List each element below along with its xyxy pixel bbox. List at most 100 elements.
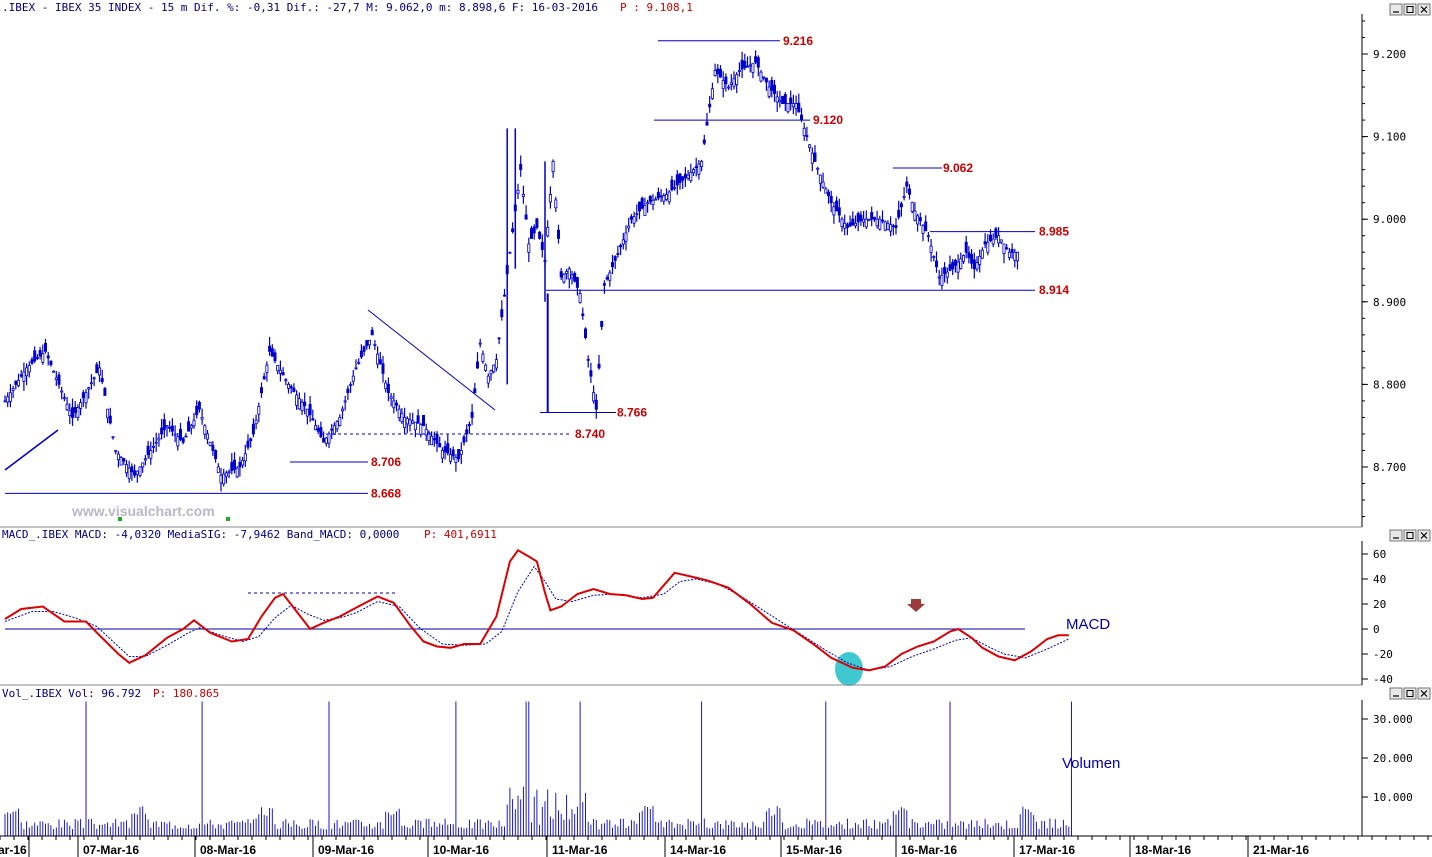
- price-candle: [122, 458, 126, 462]
- x-tick-label: 11-Mar-16: [552, 843, 608, 857]
- price-candle: [473, 388, 477, 394]
- price-candle: [44, 343, 48, 352]
- price-candle: [737, 70, 741, 72]
- price-candle: [338, 417, 342, 426]
- restore-button[interactable]: [1403, 687, 1417, 700]
- price-candle: [791, 103, 795, 108]
- restore-button[interactable]: [1403, 3, 1417, 16]
- price-candle: [559, 271, 563, 278]
- restore-icon: [1406, 6, 1414, 13]
- price-candle: [605, 277, 609, 280]
- price-candle: [370, 329, 374, 336]
- y-tick-label: 20.000: [1373, 752, 1413, 765]
- price-candle: [494, 359, 498, 369]
- price-candle: [551, 160, 555, 173]
- price-candle: [292, 387, 296, 392]
- price-candle: [89, 382, 93, 385]
- price-candle: [106, 408, 110, 419]
- price-candle: [567, 268, 571, 280]
- price-candle: [268, 345, 272, 352]
- price-candle: [316, 428, 320, 432]
- price-candle: [902, 196, 906, 198]
- price-candle: [411, 420, 415, 424]
- minimize-button[interactable]: [1389, 529, 1403, 542]
- price-candle: [713, 70, 717, 76]
- price-candle: [211, 445, 215, 451]
- x-tick-label: 08-Mar-16: [200, 843, 256, 857]
- y-tick-label: 60: [1373, 548, 1386, 561]
- price-candle: [638, 201, 642, 212]
- price-candle: [762, 76, 766, 79]
- price-candle: [735, 74, 739, 85]
- price-candle: [22, 371, 26, 382]
- price-candle: [978, 255, 982, 265]
- price-candle: [616, 253, 620, 255]
- price-candle: [692, 169, 696, 174]
- price-candle: [629, 216, 633, 220]
- price-candle: [324, 437, 328, 444]
- price-candle: [98, 367, 102, 376]
- price-candle: [611, 261, 615, 268]
- price-candle: [92, 377, 96, 380]
- price-candle: [265, 364, 269, 373]
- price-candle: [394, 402, 398, 406]
- price-candle: [983, 241, 987, 245]
- price-candle: [635, 213, 639, 216]
- panel-buttons[interactable]: [1389, 3, 1431, 700]
- price-candle: [311, 418, 315, 421]
- y-tick-label: 8.700: [1373, 461, 1406, 474]
- y-tick-label: 9.100: [1373, 131, 1406, 144]
- price-candle: [438, 443, 442, 448]
- restore-button[interactable]: [1403, 529, 1417, 542]
- price-candle: [845, 224, 849, 228]
- price-candle: [286, 383, 290, 389]
- price-candle: [681, 176, 685, 181]
- price-candle: [813, 152, 817, 162]
- price-candle: [864, 218, 868, 228]
- price-candle: [775, 96, 779, 103]
- watermark: www.visualchart.com: [71, 503, 215, 519]
- minimize-button[interactable]: [1389, 687, 1403, 700]
- price-candle: [33, 350, 37, 362]
- price-candle: [565, 271, 569, 275]
- price-candle: [408, 419, 412, 426]
- price-candle: [273, 352, 277, 362]
- close-icon: [1420, 532, 1428, 539]
- price-candle: [532, 226, 536, 234]
- price-candle: [284, 379, 288, 382]
- price-candle: [619, 244, 623, 248]
- price-candle: [624, 232, 628, 242]
- price-candle: [608, 272, 612, 281]
- price-candle: [878, 218, 882, 230]
- price-candle: [114, 450, 118, 452]
- price-candle: [143, 458, 147, 461]
- minimize-button[interactable]: [1389, 3, 1403, 16]
- price-candle: [767, 86, 771, 97]
- price-candle: [540, 241, 544, 250]
- price-candle: [451, 449, 455, 457]
- price-candle: [940, 274, 944, 286]
- price-candle: [929, 245, 933, 253]
- macd-line: [4, 548, 1069, 672]
- price-candle: [489, 370, 493, 375]
- price-candle: [238, 461, 242, 468]
- y-tick-label: 8.800: [1373, 378, 1406, 391]
- price-candle: [810, 152, 814, 164]
- price-header: .IBEX - IBEX 35 INDEX - 15 m Dif. %: -0,…: [2, 1, 598, 14]
- price-candle: [281, 372, 285, 376]
- price-candle: [305, 408, 309, 417]
- price-candle: [432, 438, 436, 441]
- price-candle: [643, 205, 647, 216]
- price-candle: [937, 276, 941, 279]
- price-candle: [416, 415, 420, 424]
- price-candle: [781, 95, 785, 104]
- price-candle: [405, 418, 409, 425]
- price-candle: [891, 225, 895, 228]
- price-candle: [584, 328, 588, 338]
- trend-lines: [4, 309, 496, 471]
- y-tick-label: 9.000: [1373, 213, 1406, 226]
- x-tick-label: 16-Mar-16: [901, 843, 957, 857]
- price-candle: [859, 214, 863, 221]
- price-candle: [165, 425, 169, 428]
- price-candle: [1016, 251, 1020, 262]
